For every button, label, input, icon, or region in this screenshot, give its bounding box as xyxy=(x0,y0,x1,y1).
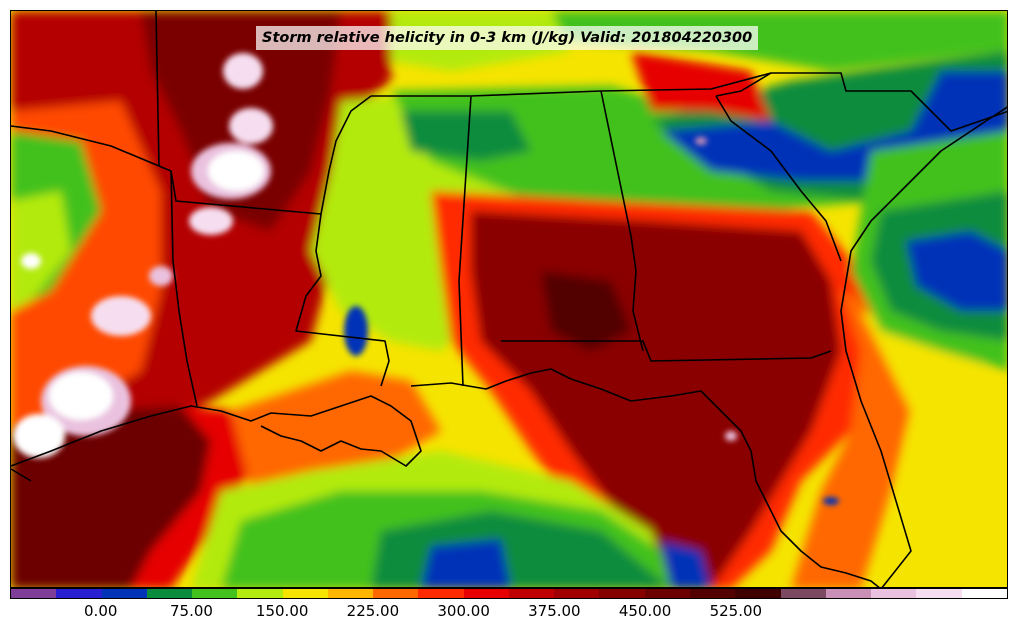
southeast-deepest xyxy=(541,271,631,351)
colorbar-segment xyxy=(237,589,283,598)
colorbar-segment xyxy=(916,589,962,598)
gulf-blue xyxy=(421,539,511,587)
colorbar-segment xyxy=(146,589,193,598)
coastline-gulf xyxy=(11,395,422,467)
colorbar-segment xyxy=(418,589,464,598)
border-ark-la xyxy=(158,165,322,215)
coastline-fl-east xyxy=(840,106,1007,587)
colorbar-tick-label: 525.00 xyxy=(709,602,763,620)
colorbar-segment xyxy=(554,589,600,598)
gulf-red-ring xyxy=(132,406,251,587)
coastline-tx xyxy=(11,468,32,482)
boundaries xyxy=(11,11,1007,587)
border-nc-sc xyxy=(715,72,772,97)
map-panel: Storm relative helicity in 0-3 km (J/kg)… xyxy=(10,10,1008,588)
blob-13 xyxy=(695,137,707,145)
border-ms-al xyxy=(458,95,472,387)
colorbar-segment xyxy=(644,589,690,598)
colorbar-segment xyxy=(327,589,374,598)
colorbar-tick-label: 300.00 xyxy=(437,602,490,620)
blob-6 xyxy=(91,296,151,336)
colorbar-segment xyxy=(101,589,147,598)
colorbar-tick-label: 375.00 xyxy=(528,602,581,620)
colorbar-segment xyxy=(689,589,736,598)
blob-2 xyxy=(229,108,273,144)
colorbar xyxy=(10,588,1008,599)
colorbar-tick-label: 450.00 xyxy=(618,602,672,620)
gulf-blue-east xyxy=(661,541,711,587)
coastline-ms-al xyxy=(410,368,880,587)
blob-11 xyxy=(21,253,41,269)
colorbar-tick-label: 225.00 xyxy=(346,602,400,620)
colorbar-segment xyxy=(373,589,419,598)
colorbar-segment xyxy=(961,589,1007,598)
border-mississippi-river xyxy=(295,95,390,387)
colorbar-tick-labels: 0.00 75.00 150.00 225.00 300.00 375.00 450.00 5… xyxy=(10,600,1008,630)
blob-9 xyxy=(13,414,65,458)
helicity-map xyxy=(11,11,1007,587)
border-tx-north xyxy=(11,125,160,167)
blob-15 xyxy=(344,306,368,356)
colorbar-segment xyxy=(11,589,57,598)
blob-4 xyxy=(208,151,264,191)
blob-5 xyxy=(189,207,233,235)
colorbar-segment xyxy=(599,589,645,598)
atlantic-blue xyxy=(906,231,1007,311)
colorbar-segment xyxy=(780,589,826,598)
border-al-ga xyxy=(600,90,644,352)
colorbar-segment xyxy=(463,589,509,598)
blob-1 xyxy=(223,53,263,89)
map-title: Storm relative helicity in 0-3 km (J/kg)… xyxy=(256,26,759,50)
border-top xyxy=(371,72,1007,132)
colorbar-tick-label: 75.00 xyxy=(169,602,213,620)
blob-8 xyxy=(49,372,113,420)
blob-12 xyxy=(725,431,737,441)
colorbar-segment xyxy=(192,589,238,598)
north-teal xyxy=(401,111,531,161)
east-yellow xyxy=(861,311,1007,587)
blob-10 xyxy=(149,266,173,286)
colorbar-segment xyxy=(282,589,328,598)
colorbar-segment xyxy=(508,589,555,598)
texas-yellow-patch xyxy=(11,191,71,311)
east-orange xyxy=(791,291,911,587)
gulf-coast-dark xyxy=(11,406,211,587)
top-red-band xyxy=(631,51,771,121)
border-ga-fl xyxy=(501,340,832,362)
colorbar-segment xyxy=(56,589,102,598)
colorbar-segment xyxy=(735,589,781,598)
border-tx-la xyxy=(170,170,198,407)
border-ga-sc xyxy=(715,95,842,262)
border-ok-tx xyxy=(155,11,160,167)
colorbar-segment xyxy=(825,589,872,598)
colorbar-tick-label: 0.00 xyxy=(84,602,118,620)
colorbar-tick-label: 150.00 xyxy=(255,602,309,620)
colorbar-segment xyxy=(871,589,917,598)
blob-14 xyxy=(823,497,839,505)
